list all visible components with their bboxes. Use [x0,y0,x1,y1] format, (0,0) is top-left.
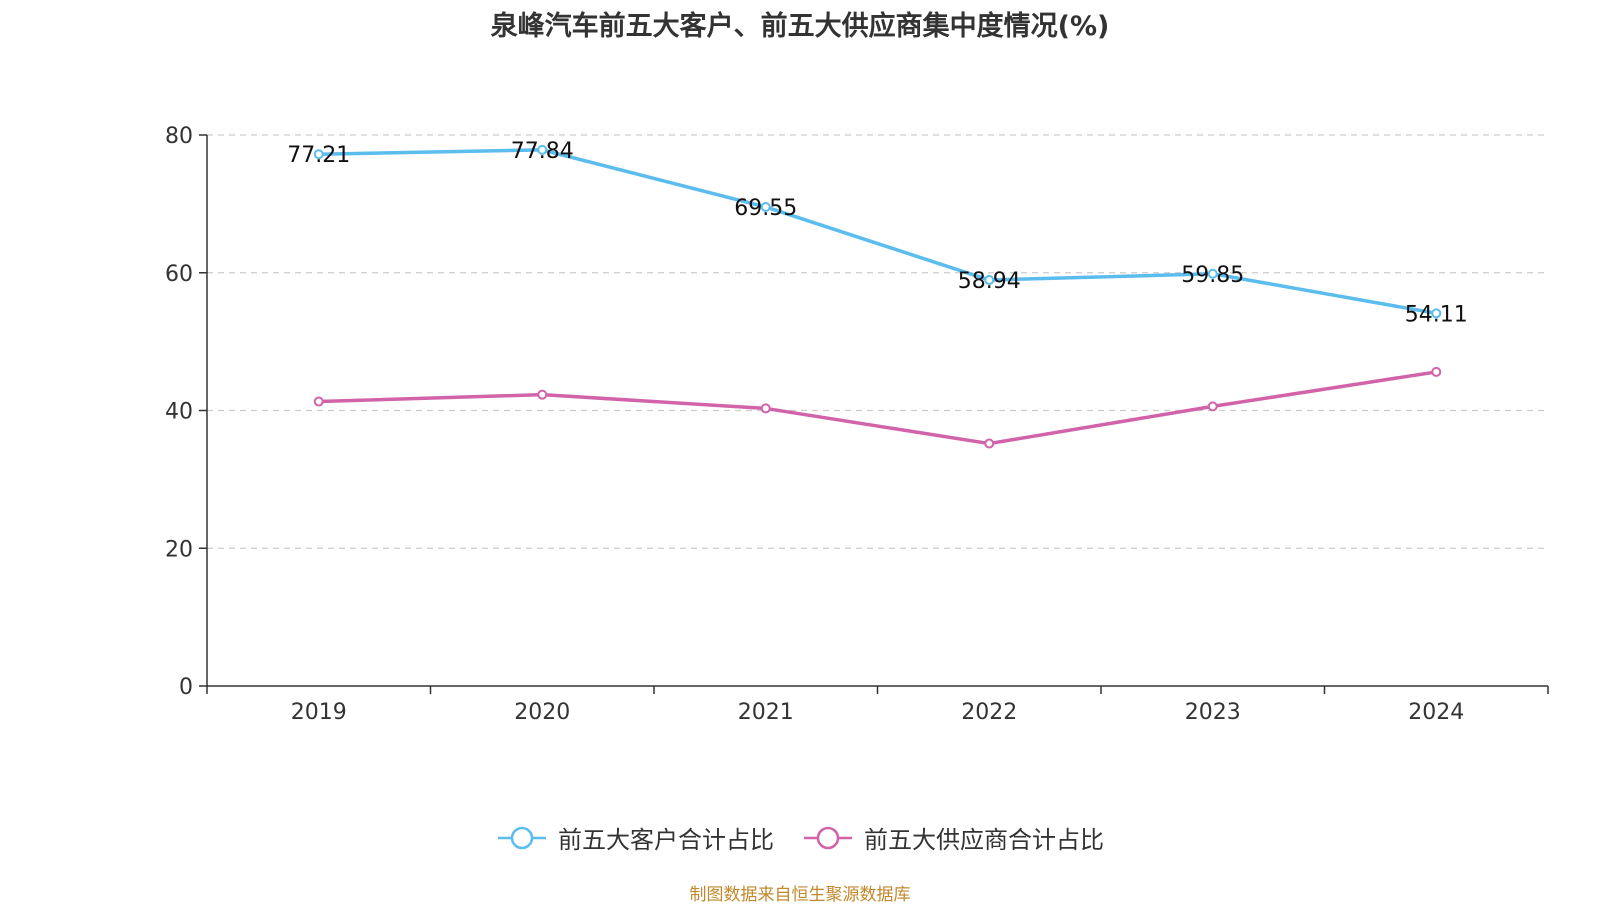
legend-marker-icon [804,826,852,849]
data-label: 77.84 [511,139,574,164]
legend-item-suppliers[interactable]: 前五大供应商合计占比 [802,820,1104,855]
x-tick-label: 2020 [514,700,570,725]
chart-title: 泉峰汽车前五大客户、前五大供应商集中度情况(%) [490,11,1110,42]
y-tick-label: 40 [165,400,193,425]
data-point [1207,401,1218,412]
data-point [313,149,324,160]
data-label: 58.94 [958,269,1021,294]
axes: 0 20 40 60 80 2019 2020 2021 2022 2023 2024 [165,124,1549,725]
data-point [1207,268,1218,279]
legend-item-customers[interactable]: 前五大客户合计占比 [496,820,774,855]
series-group [313,144,1442,449]
x-tick-label: 2023 [1185,700,1241,725]
data-point [313,396,324,407]
y-tick-label: 20 [165,537,193,562]
data-point [1431,366,1442,377]
data-label: 77.21 [287,143,350,168]
data-point [760,403,771,414]
data-point [537,389,548,400]
data-source-note: 制图数据来自恒生聚源数据库 [689,885,911,905]
data-label: 54.11 [1405,302,1468,327]
y-tick-label: 80 [165,124,193,149]
series-line [318,370,1437,446]
y-tick-label: 60 [165,262,193,287]
data-labels: 77.21 77.84 69.55 58.94 59.85 54.11 [287,139,1467,327]
series-line [318,148,1437,316]
data-label: 59.85 [1181,263,1244,288]
x-tick-label: 2021 [738,700,794,725]
legend-label: 前五大供应商合计占比 [864,826,1104,854]
x-tick-label: 2022 [961,700,1017,725]
grid-lines [207,134,1548,549]
data-point [760,201,771,212]
data-point [537,144,548,155]
y-tick-label: 0 [179,675,193,700]
x-tick-label: 2019 [291,700,347,725]
data-point [984,438,995,449]
data-point [1431,308,1442,319]
data-point [984,275,995,286]
legend-marker-icon [498,826,546,849]
x-tick-label: 2024 [1408,700,1464,725]
data-label: 69.55 [734,196,797,221]
legend: 前五大客户合计占比 前五大供应商合计占比 [0,820,1600,855]
legend-label: 前五大客户合计占比 [558,826,774,854]
